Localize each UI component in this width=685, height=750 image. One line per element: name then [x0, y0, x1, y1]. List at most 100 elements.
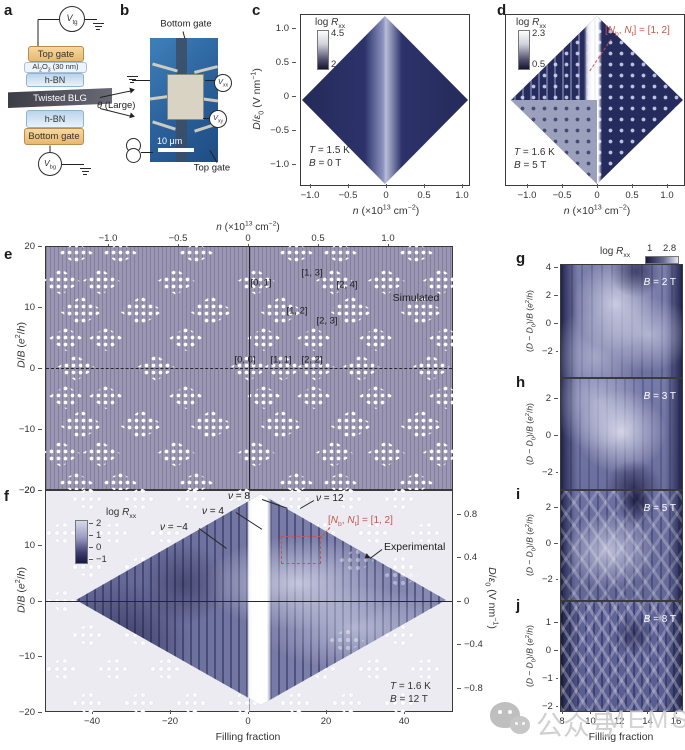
panel-a-label: a [4, 2, 13, 19]
checkerboard-cluster [59, 410, 103, 440]
vxx-probe-symbol: Vxx [214, 74, 232, 92]
panel-f-label: f [4, 488, 9, 505]
checkerboard-cluster [279, 242, 313, 264]
f-experimental-tag: Experimental [384, 541, 446, 553]
checkerboard-cluster [81, 269, 121, 295]
checkerboard-cluster [103, 472, 137, 494]
layer-hbn-top-label: h-BN [44, 75, 66, 85]
i-ylabel: (D − D0)/B (e2/h) [524, 513, 538, 577]
checkerboard-cluster [296, 327, 332, 351]
checkerboard-cluster [236, 441, 276, 467]
d-colorbar-title: log Rxx [516, 17, 547, 30]
layer-al2o3-label: Al2O3 (30 nm) [32, 61, 79, 74]
panel-f-plot: log Rxx 2 1 0 −1 ν = 8 ν = 12 ν = 4 ν = −4 … [45, 487, 453, 715]
c-xlabel: n (×1013 cm−2) [352, 203, 420, 217]
f-subband-annotation: [Nb, Nt] = [1, 2] [328, 515, 393, 528]
panel-j-plot: B = 8 T [560, 601, 683, 712]
panel-d-plot: log Rxx 2.3 0.5 [Nb, Nt] = [1, 2] T = 1.… [505, 14, 685, 186]
checkerboard-cluster-faint [97, 657, 131, 681]
wechat-eye [515, 722, 518, 725]
checkerboard-cluster [48, 385, 84, 409]
g-ylabel: (D − D0)/B (e2/h) [524, 289, 538, 353]
ground-icon [92, 21, 104, 30]
e-label-00: [0, 0] [234, 354, 256, 366]
layer-bottom-gate: Bottom gate [24, 128, 84, 145]
e-simulated-tag: Simulated [392, 292, 440, 304]
checkerboard-cluster [156, 441, 196, 467]
g-field-label: B = 2 T [643, 277, 676, 288]
checkerboard-cluster [179, 242, 213, 264]
f-annotation-box [281, 536, 321, 564]
checkerboard-cluster [119, 296, 163, 326]
f-xlabel: Filling fraction [215, 731, 281, 743]
micrograph: 10 μm [149, 38, 219, 162]
f-field: B = 12 T [390, 694, 428, 705]
d-colorbar-max: 2.3 [532, 28, 546, 39]
checkerboard-cluster-faint [45, 657, 79, 681]
e-label-01: [0, 1] [250, 277, 272, 289]
g-yticks: 4 2 0 −2 [542, 261, 553, 357]
checkerboard-cluster [81, 441, 121, 467]
bottom-gate-callout: Bottom gate [160, 18, 212, 30]
panel-j-label: j [516, 597, 521, 614]
checkerboard-cluster-faint [45, 521, 79, 545]
f-zero-d-line [46, 601, 452, 602]
checkerboard-cluster [246, 385, 282, 409]
g-colorbar [645, 256, 679, 264]
e-label-13: [1, 3] [301, 267, 323, 279]
d-subband-annotation: [Nb, Nt] = [1, 2] [605, 25, 670, 38]
f-nu12-label: ν = 12 [316, 493, 344, 504]
checkerboard-cluster [189, 410, 233, 440]
h-yticks: 2 0 −2 [542, 392, 553, 478]
checkerboard-cluster-faint [409, 657, 443, 681]
c-field: B = 0 T [309, 158, 342, 169]
electrode [152, 62, 178, 73]
panel-b-label: b [120, 2, 130, 19]
ground-icon [126, 74, 138, 83]
j-ylabel: (D − D0)/B (e2/h) [524, 624, 538, 688]
f-ylabel: D/B (e2/h) [13, 566, 27, 614]
c-colorbar [317, 30, 329, 70]
panel-e-plot: [1, 3] [0, 1] [2, 4] Simulated [1, 2] [2… [41, 242, 464, 494]
checkerboard-cluster [399, 242, 433, 264]
checkerboard-cluster [329, 410, 373, 440]
top-gate-callout: Top gate [193, 162, 231, 174]
c-colorbar-min: 2 [331, 59, 337, 70]
j-yticks: 1 0 −1 −2 [542, 616, 553, 712]
checkerboard-cluster [88, 327, 124, 351]
f-right-yticks: 0.8 0.4 0 −0.4 −0.8 [464, 508, 483, 694]
c-xticks: −1.0 −0.5 0 0.5 1.0 [300, 184, 469, 201]
checkerboard-cluster [59, 242, 93, 264]
checkerboard-cluster [428, 385, 464, 409]
checkerboard-cluster [366, 441, 406, 467]
checkerboard-cluster [358, 327, 394, 351]
vxy-label: Vxy [212, 113, 224, 125]
checkerboard-cluster [314, 441, 354, 467]
e-ylabel: D/B (e2/h) [13, 321, 27, 369]
wire [85, 19, 97, 20]
f-xticks: −40 −20 0 20 40 [83, 710, 410, 727]
checkerboard-cluster [259, 410, 303, 440]
panel-h-label: h [516, 374, 526, 391]
checkerboard-cluster-faint [71, 691, 105, 715]
d-xlabel: n (×1013 cm−2) [563, 203, 631, 217]
d-xticks: −1.0 −0.5 0 0.5 1.0 [517, 184, 674, 201]
wire [203, 118, 211, 119]
checkerboard-cluster [399, 472, 433, 494]
wire [38, 19, 59, 20]
layer-top-gate: Top gate [28, 46, 84, 62]
twist-arrow-head-icon [129, 86, 136, 94]
i-yticks: 2 0 −2 [542, 501, 553, 585]
f-nu4-label: ν = 4 [202, 506, 224, 517]
checkerboard-cluster [103, 242, 137, 264]
checkerboard-cluster-faint [71, 623, 105, 647]
f-right-ylabel: D/ε0 (V nm−1) [484, 567, 500, 629]
checkerboard-cluster [48, 327, 84, 351]
scalebar [158, 148, 194, 152]
ground-icon [79, 166, 91, 175]
d-temperature: T = 1.6 K [514, 147, 555, 158]
checkerboard-cluster [168, 327, 204, 351]
e-label-11: [1, 1] [270, 354, 292, 366]
f-colorbar-ticks: 2 1 0 −1 [96, 517, 107, 565]
